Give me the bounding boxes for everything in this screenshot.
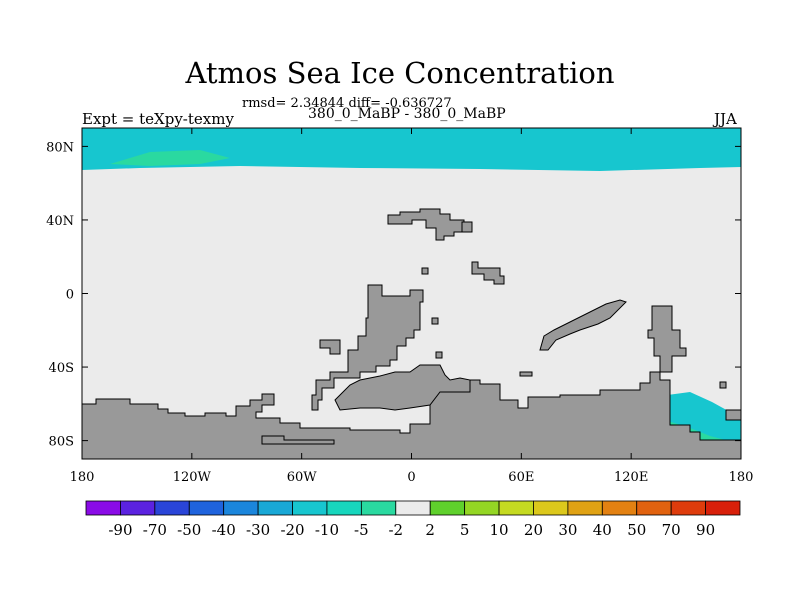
colorbar-swatch — [154, 500, 190, 516]
colorbar-label: 20 — [524, 521, 543, 539]
colorbar-label: 10 — [490, 521, 509, 539]
colorbar-label: 2 — [425, 521, 435, 539]
x-tick-label: 180 — [729, 470, 754, 485]
colorbar-swatch — [429, 500, 466, 516]
colorbar-swatch — [223, 500, 259, 516]
land-antarctic-ridge — [519, 371, 533, 377]
land-islet-4 — [719, 381, 727, 389]
land-australia — [539, 299, 627, 351]
land-asia-mid — [471, 261, 505, 285]
y-tick-label: 40S — [49, 361, 74, 376]
colorbar-label: -5 — [354, 521, 369, 539]
colorbar-swatch — [498, 500, 534, 516]
colorbar-swatch — [395, 500, 431, 516]
x-tick-label: 120W — [173, 470, 212, 485]
land-islet-2 — [431, 317, 439, 325]
colorbar-label: 50 — [627, 521, 646, 539]
land-islet-1 — [421, 267, 429, 275]
land-antarctica — [82, 371, 741, 459]
stats-line: rmsd= 2.34844 diff= -0.636727 — [242, 96, 452, 111]
colorbar-swatch — [85, 500, 121, 516]
arctic-ice-band — [82, 128, 741, 171]
colorbar-label: -50 — [177, 521, 201, 539]
colorbar-label: 40 — [593, 521, 612, 539]
land-south-america-tip — [319, 339, 341, 355]
x-tick-label: 180 — [70, 470, 95, 485]
colorbar-label: -40 — [212, 521, 236, 539]
colorbar-label: 5 — [460, 521, 470, 539]
colorbar-swatch — [188, 500, 225, 516]
colorbar-swatch — [292, 500, 328, 516]
land-asia-islet — [461, 221, 473, 233]
colorbar-swatch — [670, 500, 706, 516]
colorbar-label: 90 — [696, 521, 715, 539]
colorbar-swatch — [120, 500, 156, 516]
colorbar-swatch — [705, 500, 741, 516]
y-tick-label: 40N — [46, 214, 74, 229]
land-africa-arabia — [334, 364, 471, 411]
colorbar-label: -20 — [280, 521, 304, 539]
colorbar-swatch — [601, 500, 638, 516]
land-masses — [82, 208, 741, 459]
arctic-ice-edge — [110, 150, 230, 166]
colorbar-label: -2 — [388, 521, 403, 539]
colorbar-label: 30 — [558, 521, 577, 539]
y-tick-label: 80S — [49, 435, 74, 450]
land-islet-3 — [435, 351, 443, 359]
colorbar-swatch — [257, 500, 293, 516]
colorbar-swatch — [326, 500, 362, 516]
map-axes: 180 120W 60W 0 60E 120E 180 80N 40N 0 40S 80S — [46, 128, 753, 485]
colorbar: -90 -70 -50 -40 -30 -20 -10 -5 -2 2 5 10 20 30 40 50 70 9… — [85, 500, 741, 539]
land-islet-5 — [725, 409, 741, 421]
land-antarctic-strip — [261, 435, 335, 445]
x-tick-label: 0 — [407, 470, 415, 485]
x-tick-label: 60W — [287, 470, 318, 485]
land-asia-north — [387, 208, 465, 241]
colorbar-swatch — [464, 500, 500, 516]
y-tick-label: 0 — [66, 288, 74, 303]
x-tick-label: 120E — [614, 470, 648, 485]
chart-subtitle: 380_0_MaBP - 380_0_MaBP — [308, 106, 506, 122]
colorbar-swatch — [360, 500, 397, 516]
land-east-antarctic-peninsula — [647, 305, 687, 373]
colorbar-label: -90 — [108, 521, 132, 539]
colorbar-label: -10 — [315, 521, 339, 539]
season-label: JJA — [714, 110, 737, 128]
y-tick-label: 80N — [46, 140, 74, 155]
colorbar-label: 70 — [662, 521, 681, 539]
colorbar-swatch — [567, 500, 603, 516]
colorbar-swatch — [533, 500, 569, 516]
chart-title: Atmos Sea Ice Concentration — [185, 56, 615, 90]
x-tick-label: 60E — [508, 470, 534, 485]
experiment-label: Expt = teXpy-texmy — [82, 110, 234, 128]
colorbar-label: -70 — [143, 521, 167, 539]
colorbar-swatch — [636, 500, 672, 516]
land-south-america — [311, 284, 424, 411]
colorbar-label: -30 — [246, 521, 270, 539]
